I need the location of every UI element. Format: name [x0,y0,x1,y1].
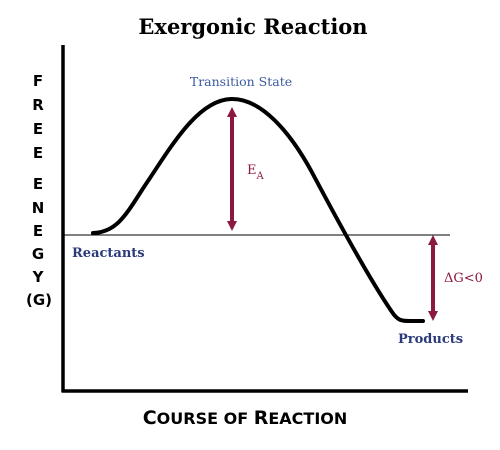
y-axis-letter: R [32,96,44,114]
y-axis-letter: N [32,199,45,217]
products-label: Products [398,332,463,347]
reactants-label: Reactants [72,246,145,261]
y-axis-letter: G [32,245,44,263]
y-axis-label: F R E E E N E G Y (G) [26,72,52,309]
y-axis-letter: E [33,222,43,240]
x-axis-label-initial: C [143,407,157,429]
delta-g-label: ΔG<0 [444,271,483,286]
x-axis-label: COURSE OF REACTION [143,407,348,429]
y-axis-letter: Y [32,268,45,286]
y-axis-letter: F [33,72,43,90]
diagram-title: Exergonic Reaction [138,14,367,39]
x-axis-label-part: OURSE OF [157,409,254,428]
activation-energy-main: E [247,163,257,178]
y-axis-unit: (G) [26,291,52,309]
reaction-energy-curve [91,96,425,323]
x-axis-label-initial: R [254,407,269,429]
x-axis-label-part: EACTION [268,409,347,428]
y-axis-letter: E [33,175,43,193]
y-axis-letter: E [33,120,43,138]
activation-energy-label: EA [247,163,265,182]
y-axis-letter: E [33,144,43,162]
activation-energy-sub: A [256,171,265,182]
transition-state-label: Transition State [190,74,292,89]
